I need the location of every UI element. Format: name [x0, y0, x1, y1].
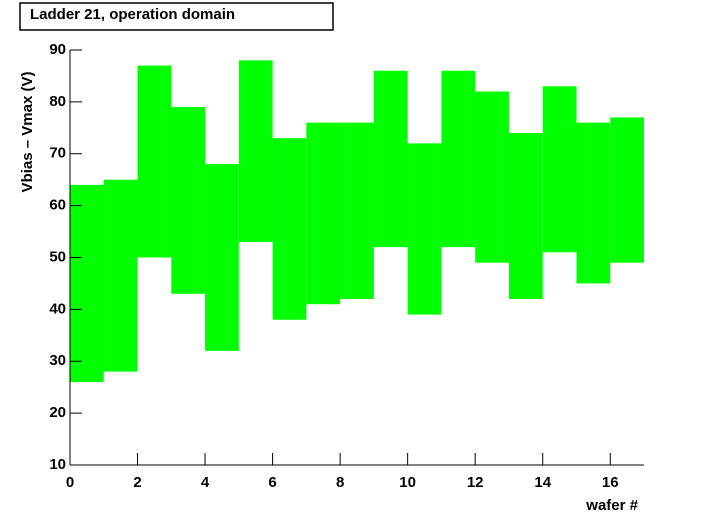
x-tick-label: 2 [133, 474, 141, 491]
range-bar [272, 138, 307, 320]
x-axis-label: wafer # [585, 497, 638, 514]
range-bar [205, 164, 239, 351]
x-tick-label: 16 [602, 474, 619, 491]
x-tick-label: 0 [66, 474, 74, 491]
range-bar [137, 65, 172, 258]
x-tick-label: 10 [399, 474, 416, 491]
range-bar [171, 107, 206, 294]
range-bar [542, 86, 577, 253]
range-bar [576, 122, 611, 284]
x-tick-label: 14 [534, 474, 551, 491]
x-tick-label: 6 [268, 474, 276, 491]
y-tick-label: 90 [49, 41, 66, 58]
range-bar [103, 179, 138, 372]
range-bar [238, 60, 273, 242]
range-bar [508, 133, 543, 299]
range-bar [441, 70, 476, 248]
y-tick-label: 70 [49, 145, 66, 162]
y-tick-label: 40 [49, 300, 66, 317]
y-tick-label: 30 [49, 352, 66, 369]
y-tick-label: 10 [49, 456, 66, 473]
y-tick-label: 80 [49, 93, 66, 110]
range-bar [306, 122, 341, 305]
x-tick-label: 8 [336, 474, 344, 491]
range-bar [70, 184, 104, 382]
x-tick-label: 12 [467, 474, 484, 491]
title-box [19, 2, 334, 31]
y-tick-label: 50 [49, 248, 66, 265]
range-bar [475, 91, 509, 263]
range-bar [373, 70, 408, 248]
range-bar [407, 143, 442, 315]
range-bar [340, 122, 374, 299]
x-tick-label: 4 [201, 474, 210, 491]
y-tick-label: 60 [49, 197, 66, 214]
chart-title: Ladder 21, operation domain [30, 6, 235, 23]
range-bar [610, 117, 644, 263]
y-tick-label: 20 [49, 404, 66, 421]
y-axis-label: Vbias – Vmax (V) [19, 72, 36, 193]
